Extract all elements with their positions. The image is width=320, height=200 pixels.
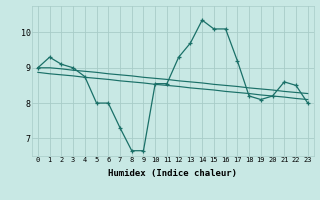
X-axis label: Humidex (Indice chaleur): Humidex (Indice chaleur) [108, 169, 237, 178]
